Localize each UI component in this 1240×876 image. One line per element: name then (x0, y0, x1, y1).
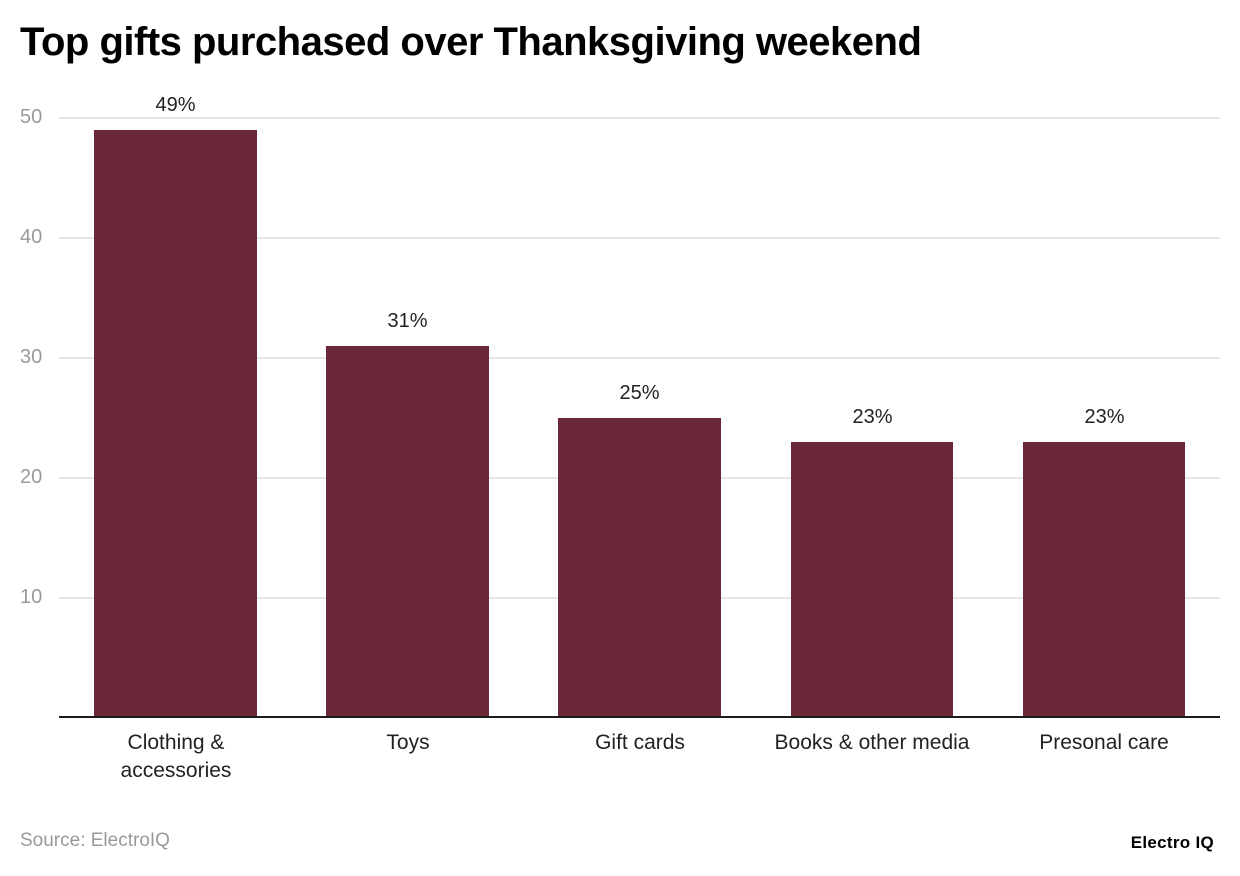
bar-personal-care (1023, 442, 1185, 718)
gridline-50 (59, 117, 1220, 119)
y-tick-label: 10 (20, 586, 43, 608)
x-tick-label: Gift cards (595, 731, 685, 754)
bar-books-other-media (791, 442, 953, 718)
y-tick-label: 40 (20, 226, 43, 248)
data-label: 23% (1084, 406, 1125, 428)
data-label: 31% (387, 310, 428, 332)
x-tick-label: Clothing & accessories (120, 731, 232, 782)
bar-toys (326, 346, 489, 718)
x-axis-line (59, 716, 1220, 718)
chart-title: Top gifts purchased over Thanksgiving we… (20, 20, 922, 64)
data-label: 25% (619, 382, 660, 404)
gridline-30 (59, 357, 1220, 359)
gridline-40 (59, 237, 1220, 239)
y-tick-label: 30 (20, 346, 43, 368)
bar-clothing-accessories (94, 130, 257, 718)
data-label: 49% (155, 94, 196, 116)
bar-gift-cards (558, 418, 721, 718)
y-tick-label: 50 (20, 106, 43, 128)
data-label: 23% (852, 406, 893, 428)
brand-logo: Electro IQ (1130, 833, 1214, 852)
source-note: Source: ElectroIQ (20, 830, 170, 851)
x-tick-label: Presonal care (1039, 731, 1169, 754)
y-tick-label: 20 (20, 466, 43, 488)
x-tick-label: Books & other media (774, 731, 970, 754)
x-tick-label: Toys (386, 731, 430, 754)
